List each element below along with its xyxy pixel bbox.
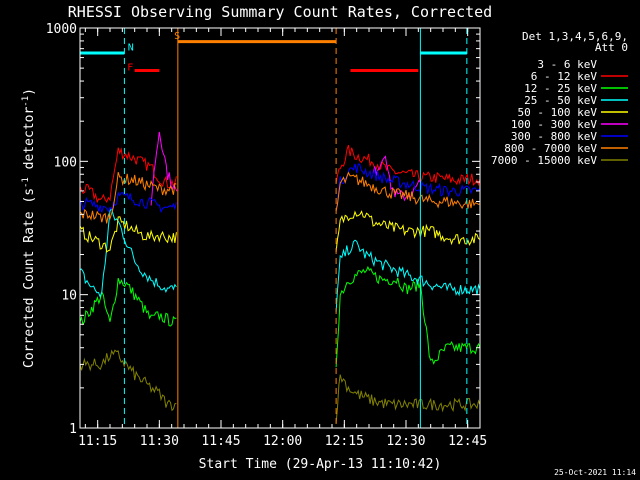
y-axis-label-end: ): [22, 88, 37, 96]
y-tick-label: 1000: [46, 22, 77, 37]
x-tick-label: 12:15: [325, 434, 364, 449]
chart-title: RHESSI Observing Summary Count Rates, Co…: [68, 3, 492, 21]
y-axis-label-sup1: -1: [21, 177, 31, 188]
legend-entry-label: 25 - 50 keV: [524, 94, 597, 107]
legend-entry-label: 800 - 7000 keV: [504, 142, 597, 155]
x-axis: 11:15 11:30 11:45 12:00 12:15 12:30 12:45: [78, 28, 487, 449]
series-line: [79, 265, 481, 368]
legend-entry-label: 6 - 12 keV: [531, 70, 598, 83]
plot-frame: [79, 27, 481, 429]
series-line: [79, 163, 481, 214]
series-line: [79, 144, 481, 204]
y-tick-label: 10: [61, 289, 77, 304]
legend-entry-label: 100 - 300 keV: [511, 118, 597, 131]
x-tick-label: 11:15: [78, 434, 117, 449]
legend-entry-label: 7000 - 15000 keV: [491, 154, 597, 167]
y-axis-label-start: Corrected Count Rate (s: [22, 188, 37, 368]
y-axis-label: Corrected Count Rate (s-1 detector-1): [21, 88, 37, 368]
series-line: [79, 158, 481, 429]
footer-timestamp: 25-Oct-2021 11:14: [554, 468, 636, 477]
legend-entry-label: 50 - 100 keV: [518, 106, 598, 119]
legend-header: Det 1,3,4,5,6,9,: [522, 30, 628, 43]
y-tick-label: 100: [54, 155, 77, 170]
y-tick-label: 1: [69, 422, 77, 437]
legend-entry-label: 3 - 6 keV: [537, 58, 597, 71]
x-tick-label: 12:45: [448, 434, 487, 449]
state-annotation: S: [174, 31, 180, 42]
series-group: [79, 131, 481, 429]
x-axis-label: Start Time (29-Apr-13 11:10:42): [199, 457, 442, 472]
legend-entry-label: 300 - 800 keV: [511, 130, 597, 143]
legend-entry-label: 12 - 25 keV: [524, 82, 597, 95]
series-line: [79, 349, 481, 424]
y-axis-label-sup2: -1: [21, 96, 31, 107]
state-annotation: F: [127, 63, 133, 74]
x-tick-label: 11:30: [140, 434, 179, 449]
state-bars-group: [80, 40, 467, 73]
annotations-group: N S F: [127, 31, 180, 74]
state-annotation: N: [128, 42, 134, 53]
y-axis-label-mid: detector: [22, 107, 37, 178]
series-line: [79, 210, 481, 253]
series-line: [79, 171, 481, 224]
y-axis: 1 10 100 1000: [46, 22, 480, 437]
x-tick-label: 12:30: [386, 434, 425, 449]
x-tick-label: 11:45: [201, 434, 240, 449]
series-line: [79, 207, 481, 313]
x-tick-label: 12:00: [263, 434, 302, 449]
legend-header: Att 0: [595, 41, 628, 54]
